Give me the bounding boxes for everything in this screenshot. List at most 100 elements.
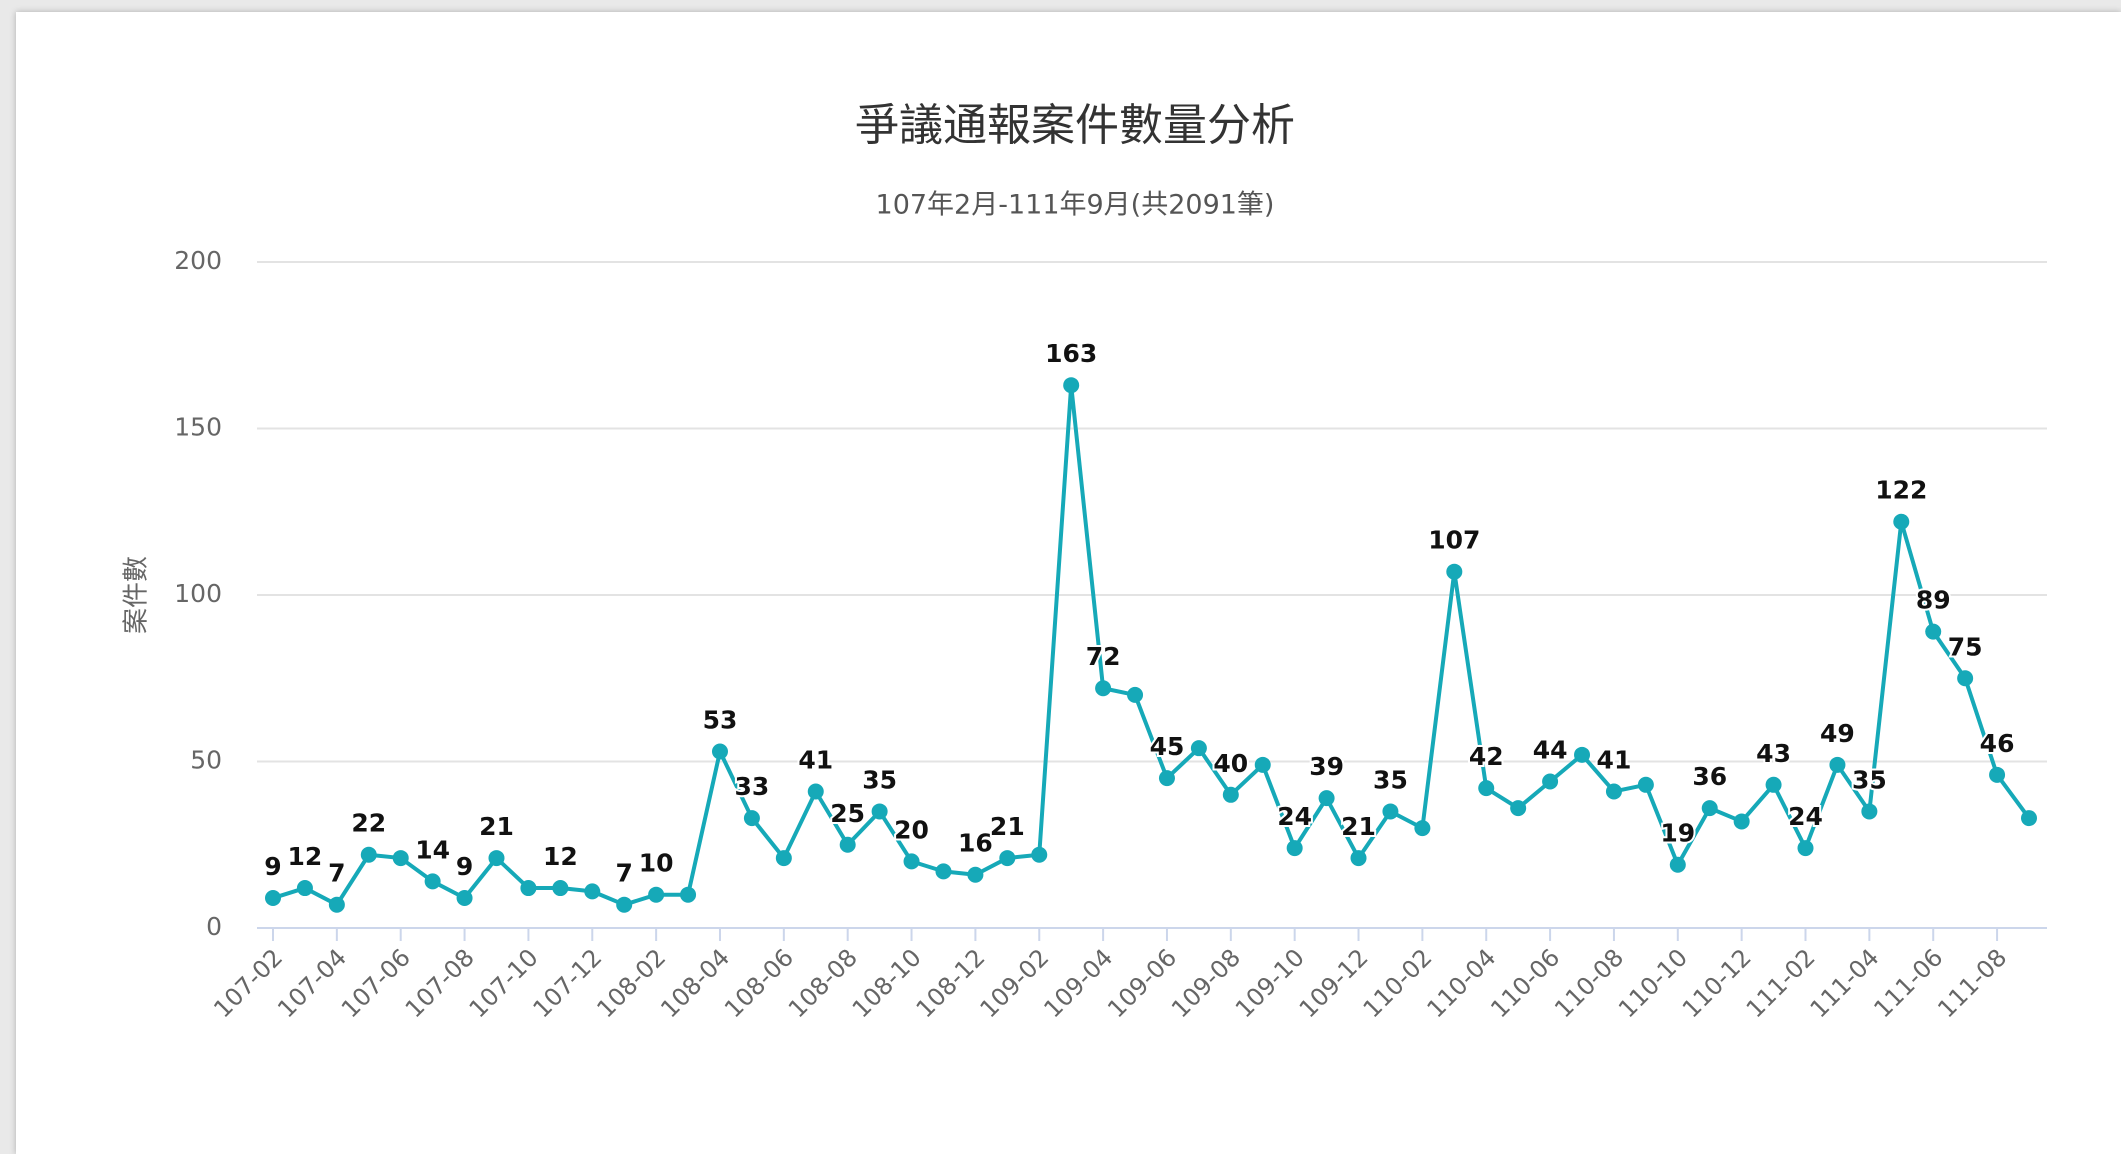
point <box>424 873 441 890</box>
data-label: 72 <box>1086 642 1121 671</box>
point <box>392 850 409 867</box>
point <box>839 836 856 853</box>
point <box>711 743 728 760</box>
y-tick-label: 150 <box>174 413 222 442</box>
data-label: 35 <box>1373 765 1408 794</box>
point <box>1031 846 1048 863</box>
point <box>1893 513 1910 530</box>
x-tick-label: 109-08 <box>1166 943 1246 1023</box>
point <box>1127 686 1144 703</box>
point <box>999 850 1016 867</box>
point <box>1925 623 1942 640</box>
point <box>616 896 633 913</box>
x-tick-label: 107-10 <box>464 943 544 1023</box>
point <box>1158 770 1175 787</box>
point <box>1605 783 1622 800</box>
x-tick-label: 110-04 <box>1422 943 1502 1023</box>
x-tick-label: 110-08 <box>1549 943 1629 1023</box>
data-label: 42 <box>1469 742 1504 771</box>
x-tick-label: 108-02 <box>591 943 671 1023</box>
point <box>1190 740 1207 757</box>
x-tick-label: 107-04 <box>272 943 352 1023</box>
point <box>1861 803 1878 820</box>
data-label: 122 <box>1875 476 1927 505</box>
point <box>1414 820 1431 837</box>
y-tick-label: 0 <box>206 912 222 941</box>
point <box>1797 840 1814 857</box>
point <box>1446 563 1463 580</box>
data-label: 46 <box>1980 729 2015 758</box>
data-label: 12 <box>288 842 323 871</box>
point <box>488 850 505 867</box>
point <box>520 880 537 897</box>
data-label: 7 <box>328 859 345 888</box>
x-tick-label: 111-04 <box>1805 943 1885 1023</box>
point <box>1254 756 1271 773</box>
chart-subtitle: 107年2月-111年9月(共2091筆) <box>876 190 1275 221</box>
x-tick-label: 108-04 <box>655 943 735 1023</box>
data-label: 39 <box>1309 752 1344 781</box>
data-label: 89 <box>1916 586 1951 615</box>
data-label: 49 <box>1820 719 1855 748</box>
x-tick-label: 110-10 <box>1613 943 1693 1023</box>
point <box>1574 746 1591 763</box>
data-label: 21 <box>990 812 1025 841</box>
data-label: 75 <box>1948 632 1983 661</box>
point <box>807 783 824 800</box>
point <box>1733 813 1750 830</box>
data-label: 7 <box>615 859 632 888</box>
point <box>2021 810 2037 827</box>
point <box>680 886 697 903</box>
point <box>584 883 601 900</box>
data-label: 24 <box>1788 802 1823 831</box>
chart-title: 爭議通報案件數量分析 <box>855 100 1295 151</box>
point <box>328 896 345 913</box>
x-tick-label: 109-02 <box>975 943 1055 1023</box>
x-tick-label: 109-10 <box>1230 943 1310 1023</box>
card <box>16 12 2121 1154</box>
x-tick-label: 107-02 <box>208 943 288 1023</box>
point <box>775 850 792 867</box>
point <box>1989 766 2006 783</box>
data-label: 19 <box>1660 819 1695 848</box>
point <box>1318 790 1335 807</box>
point <box>552 880 569 897</box>
point <box>1286 840 1303 857</box>
point <box>1829 756 1846 773</box>
data-label: 33 <box>735 772 770 801</box>
data-label: 16 <box>958 829 993 858</box>
data-label: 35 <box>862 765 897 794</box>
point <box>1478 780 1495 797</box>
point <box>265 890 281 907</box>
series-line <box>272 383 2031 907</box>
point <box>1350 850 1367 867</box>
data-label: 21 <box>1341 812 1376 841</box>
x-tick-label: 108-08 <box>783 943 863 1023</box>
x-tick-label: 107-12 <box>528 943 608 1023</box>
data-label: 22 <box>351 809 386 838</box>
data-label: 21 <box>479 812 514 841</box>
data-label: 107 <box>1428 526 1480 555</box>
data-label: 36 <box>1692 762 1727 791</box>
x-tick-label: 111-08 <box>1932 943 2012 1023</box>
point <box>743 810 760 827</box>
data-label: 12 <box>543 842 578 871</box>
x-tick-label: 111-06 <box>1868 943 1948 1023</box>
point <box>967 866 984 883</box>
x-tick-label: 110-02 <box>1358 943 1438 1023</box>
data-label: 40 <box>1213 749 1248 778</box>
point <box>1510 800 1527 817</box>
point <box>1701 800 1718 817</box>
point <box>456 890 473 907</box>
point <box>1765 776 1782 793</box>
x-tick-label: 109-06 <box>1102 943 1182 1023</box>
data-label: 9 <box>264 852 281 881</box>
y-axis-title: 案件數 <box>122 556 152 634</box>
point <box>1095 680 1112 697</box>
point <box>1957 670 1974 687</box>
point <box>1063 377 1080 394</box>
data-label: 24 <box>1277 802 1312 831</box>
point <box>903 853 920 870</box>
data-label: 20 <box>894 815 929 844</box>
data-label: 43 <box>1756 739 1791 768</box>
